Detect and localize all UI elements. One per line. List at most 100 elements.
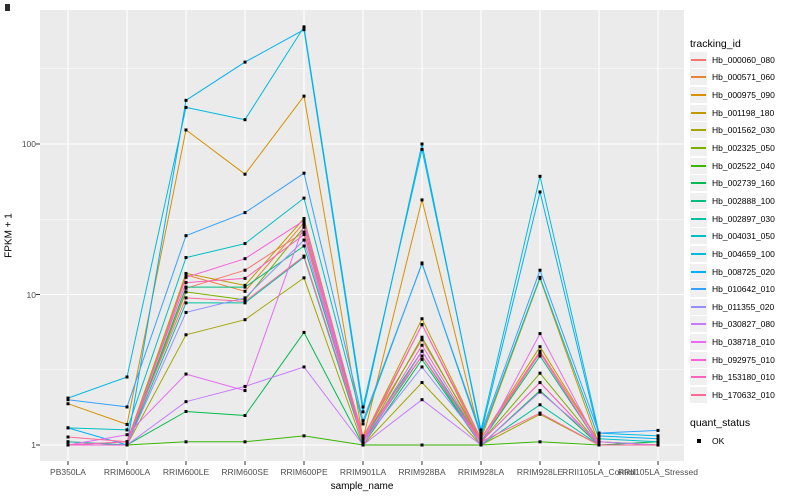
- legend-item: Hb_011355_020: [690, 298, 775, 316]
- legend-key-swatch: [690, 334, 707, 351]
- x-tick-label: RRIM600LA: [103, 467, 151, 477]
- data-point: [420, 142, 424, 146]
- x-tick-label: RRIM901LA: [339, 467, 387, 477]
- legend-item-label: Hb_011355_020: [712, 301, 775, 312]
- legend-item-label: Hb_153180_010: [712, 372, 775, 383]
- legend-item-label: Hb_002739_160: [712, 178, 775, 189]
- legend-item: Hb_002739_160: [690, 174, 775, 192]
- legend-item: Hb_010642_010: [690, 280, 775, 298]
- data-point: [302, 219, 306, 223]
- x-axis-title: sample_name: [330, 481, 394, 492]
- data-point: [243, 242, 247, 246]
- data-point: [479, 440, 483, 444]
- data-point: [302, 233, 306, 237]
- legend-key-swatch: [690, 140, 707, 157]
- legend-key-line-icon: [691, 76, 706, 79]
- data-point: [66, 440, 70, 444]
- legend-key-swatch: [690, 386, 707, 403]
- data-point: [302, 25, 306, 29]
- legend-item-label: Hb_001198_180: [712, 107, 775, 118]
- x-tick-label: RRIM928LA: [457, 467, 505, 477]
- legend-key-swatch: [690, 210, 707, 227]
- data-point: [243, 299, 247, 303]
- legend-key-swatch: [690, 175, 707, 192]
- legend-item: Hb_000975_090: [690, 86, 775, 104]
- data-point: [538, 268, 542, 272]
- data-point: [302, 330, 306, 334]
- legend-item: Hb_030827_080: [690, 316, 775, 334]
- x-tick-label: RRIM600LE: [162, 467, 210, 477]
- legend-key-swatch: [690, 69, 707, 86]
- data-point: [243, 283, 247, 287]
- x-tick-label: RRII105LA_Control: [562, 467, 636, 477]
- legend-key-swatch: [690, 281, 707, 298]
- legend-item-label: Hb_002897_030: [712, 213, 775, 224]
- legend-item-label: Hb_002522_040: [712, 160, 775, 171]
- data-point: [125, 443, 129, 447]
- legend-key-line-icon: [691, 288, 706, 291]
- data-point: [420, 381, 424, 385]
- legend-item: Hb_002522_040: [690, 157, 775, 175]
- data-point: [538, 381, 542, 385]
- data-point: [420, 338, 424, 342]
- legend-item-label: Hb_002888_100: [712, 195, 775, 206]
- quant-item-label: OK: [712, 435, 725, 446]
- data-point: [66, 398, 70, 402]
- data-point: [656, 434, 660, 438]
- data-point: [479, 431, 483, 435]
- legend-item-label: Hb_000975_090: [712, 90, 775, 101]
- data-point: [656, 437, 660, 441]
- legend-item: Hb_153180_010: [690, 369, 775, 387]
- x-tick-label: PB350LA: [50, 467, 86, 477]
- data-point: [538, 411, 542, 415]
- data-point: [420, 147, 424, 151]
- legend-key-line-icon: [691, 235, 706, 238]
- data-point: [479, 437, 483, 441]
- legend-item-label: Hb_170632_010: [712, 389, 775, 400]
- data-point: [66, 435, 70, 439]
- data-point: [420, 443, 424, 447]
- legend-key-line-icon: [691, 94, 706, 97]
- data-point: [656, 428, 660, 432]
- y-axis-title: FPKM + 1: [3, 213, 15, 258]
- data-point: [479, 443, 483, 447]
- legend-key-swatch: [690, 263, 707, 280]
- data-point: [479, 428, 483, 432]
- data-point: [361, 422, 365, 426]
- data-point: [361, 440, 365, 444]
- quant-key-square-icon: [696, 438, 701, 443]
- y-tick-label: 10: [26, 289, 36, 300]
- legend-key-swatch: [690, 298, 707, 315]
- data-point: [420, 335, 424, 339]
- legend-key-line-icon: [691, 217, 706, 220]
- data-point: [243, 389, 247, 393]
- x-tick-label: RRIM928BA: [398, 467, 446, 477]
- data-point: [538, 275, 542, 279]
- data-point: [420, 354, 424, 358]
- data-point: [243, 211, 247, 215]
- data-point: [125, 405, 129, 409]
- data-point: [302, 225, 306, 229]
- data-point: [597, 434, 601, 438]
- data-point: [420, 365, 424, 369]
- data-point: [420, 398, 424, 402]
- data-point: [538, 351, 542, 355]
- data-point: [184, 256, 188, 260]
- data-point: [184, 281, 188, 285]
- data-point: [125, 375, 129, 379]
- data-point: [184, 372, 188, 376]
- data-point: [184, 98, 188, 102]
- quant-key-swatch: [690, 432, 707, 449]
- legend-item-label: Hb_001562_030: [712, 125, 775, 136]
- legend-item-label: Hb_092975_010: [712, 354, 775, 365]
- legend-key-swatch: [690, 51, 707, 68]
- data-point: [243, 414, 247, 418]
- data-point: [538, 332, 542, 336]
- legend-item-label: Hb_000571_060: [712, 72, 775, 83]
- legend-item: Hb_004031_050: [690, 227, 775, 245]
- y-tick-label: 1: [31, 440, 36, 450]
- data-point: [243, 384, 247, 388]
- data-point: [184, 440, 188, 444]
- quant-status-item: OK: [690, 432, 724, 450]
